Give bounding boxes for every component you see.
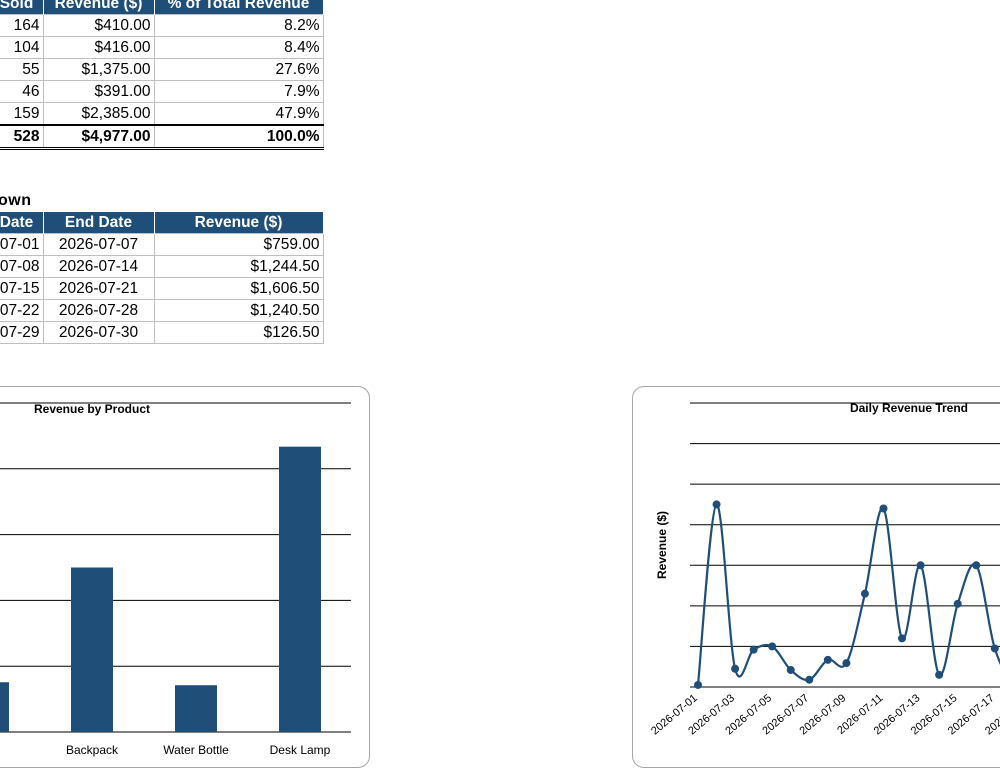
table-row: 07-08 2026-07-14 $1,244.50 [0,255,324,278]
end-date-cell[interactable]: 2026-07-14 [42,255,155,278]
data-point [823,655,832,664]
table-row: 07-29 2026-07-30 $126.50 [0,321,324,344]
table-cell[interactable]: 104 [0,36,44,59]
total-row: 528 $4,977.00 100.0% [0,124,324,150]
start-date-cell[interactable]: 07-08 [0,255,44,278]
table-cell[interactable]: $416.00 [42,36,155,59]
total-cell[interactable]: 528 [0,124,44,150]
data-point [879,504,888,513]
bar [0,682,9,732]
table-cell[interactable]: 55 [0,58,44,81]
weekly-breakdown-table: Date End Date Revenue ($) 07-01 2026-07-0… [0,212,324,344]
table-row: 46 $391.00 7.9% [0,80,324,103]
chart-title: Revenue by Product [34,402,150,416]
table-cell[interactable]: $391.00 [42,80,155,103]
table-row: 07-22 2026-07-28 $1,240.50 [0,299,324,322]
table-row: 07-01 2026-07-07 $759.00 [0,233,324,256]
product-summary-table: Sold Revenue ($) % of Total Revenue 164 $… [0,0,324,150]
bar-chart-svg: Revenue by ProducttBackpackWater BottleD… [0,402,351,757]
revenue-cell[interactable]: $1,606.50 [153,277,324,300]
data-point [953,599,962,608]
data-point [842,659,851,668]
x-tick-label: Water Bottle [163,743,229,757]
total-cell[interactable]: $4,977.00 [42,124,155,150]
table-cell[interactable]: 46 [0,80,44,103]
chart-title: Daily Revenue Trend [850,401,968,415]
x-tick-label: Backpack [66,743,119,757]
revenue-cell[interactable]: $126.50 [153,321,324,344]
table-row: 104 $416.00 8.4% [0,36,324,59]
column-header[interactable]: Revenue ($) [154,212,324,234]
data-point [786,665,795,674]
table-cell[interactable]: 27.6% [153,58,324,81]
data-point [990,644,999,653]
data-point [898,634,907,643]
table-header-row: Sold Revenue ($) % of Total Revenue [0,0,324,15]
start-date-cell[interactable]: 07-22 [0,299,44,322]
table-cell[interactable]: $410.00 [42,14,155,37]
total-cell[interactable]: 100.0% [153,124,324,150]
end-date-cell[interactable]: 2026-07-30 [42,321,155,344]
table-cell[interactable]: 8.2% [153,14,324,37]
weekly-section-title: own [0,192,32,209]
data-point [805,675,814,684]
y-axis-label: Revenue ($) [655,511,669,579]
table-cell[interactable]: 8.4% [153,36,324,59]
data-point [916,561,925,570]
x-tick-label: Desk Lamp [270,743,331,757]
bar [279,446,321,732]
column-header[interactable]: End Date [43,212,155,234]
revenue-cell[interactable]: $1,244.50 [153,255,324,278]
end-date-cell[interactable]: 2026-07-28 [42,299,155,322]
table-cell[interactable]: 164 [0,14,44,37]
start-date-cell[interactable]: 07-01 [0,233,44,256]
daily-revenue-trend-chart[interactable]: Daily Revenue Trend Revenue ($) 2026-07-01… [632,386,1000,768]
column-header[interactable]: Date [0,212,44,234]
bar [71,567,113,732]
bar [175,685,217,732]
data-point [749,645,758,654]
table-cell[interactable]: 7.9% [153,80,324,103]
data-point [694,680,702,689]
table-cell[interactable]: $2,385.00 [42,102,155,126]
column-header[interactable]: Revenue ($) [43,0,155,15]
data-point [712,500,721,509]
table-row: 164 $410.00 8.2% [0,14,324,37]
data-point [768,642,777,651]
table-cell[interactable]: 47.9% [153,102,324,126]
table-row: 159 $2,385.00 47.9% [0,102,324,126]
series-line [696,503,1000,686]
data-point [860,589,869,598]
revenue-cell[interactable]: $759.00 [153,233,324,256]
end-date-cell[interactable]: 2026-07-07 [42,233,155,256]
column-header[interactable]: % of Total Revenue [154,0,324,15]
data-point [935,670,944,679]
table-row: 55 $1,375.00 27.6% [0,58,324,81]
data-point [972,561,981,570]
revenue-cell[interactable]: $1,240.50 [153,299,324,322]
revenue-by-product-chart[interactable]: Revenue by ProducttBackpackWater BottleD… [0,386,370,768]
table-header-row: Date End Date Revenue ($) [0,212,324,234]
start-date-cell[interactable]: 07-29 [0,321,44,344]
start-date-cell[interactable]: 07-15 [0,277,44,300]
table-cell[interactable]: $1,375.00 [42,58,155,81]
column-header[interactable]: Sold [0,0,44,15]
table-row: 07-15 2026-07-21 $1,606.50 [0,277,324,300]
table-cell[interactable]: 159 [0,102,44,126]
data-point [731,664,740,673]
end-date-cell[interactable]: 2026-07-21 [42,277,155,300]
